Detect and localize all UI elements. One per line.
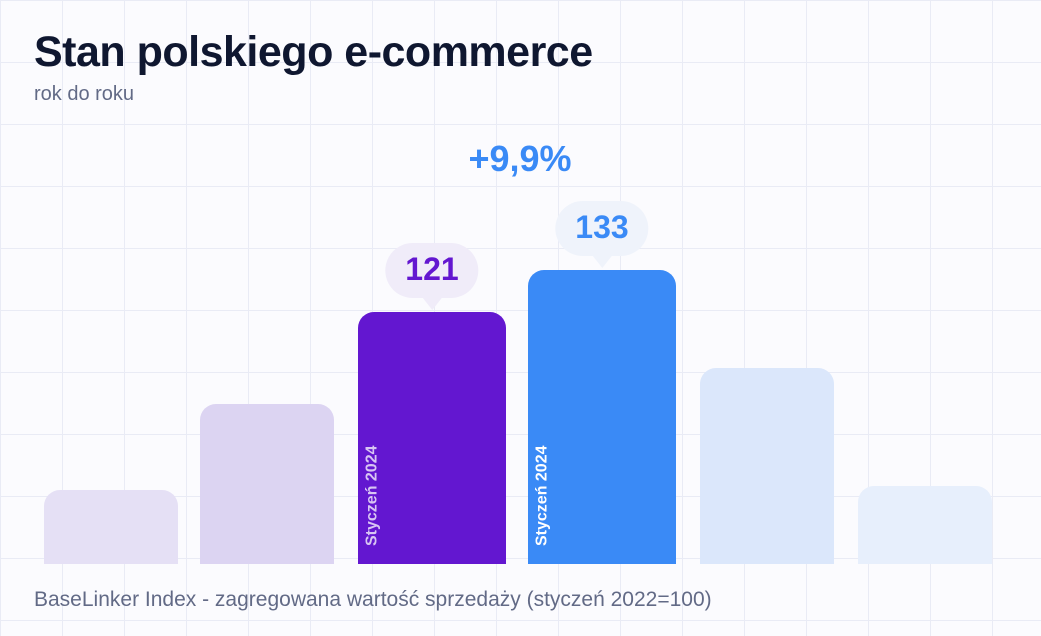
bar-value-bubble: 133 [555,201,648,256]
bar-1 [200,404,334,564]
chart-subtitle: rok do roku [34,83,1007,106]
delta-label: +9,9% [468,138,571,180]
bar-period-label: Styczeń 2024 [534,445,552,546]
bar-value-label: 133 [555,201,648,256]
bars-area: Styczeń 2024121Styczeń 2024133 [0,563,1041,564]
bar-period-label: Styczeń 2024 [364,445,382,546]
chart-container: Stan polskiego e-commerce rok do roku +9… [0,0,1041,636]
bar-4 [700,368,834,564]
bar-2: Styczeń 2024 [358,312,506,564]
chart-title: Stan polskiego e-commerce [34,28,1007,77]
bar-3: Styczeń 2024 [528,270,676,564]
bar-0 [44,490,178,564]
chart-footer: BaseLinker Index - zagregowana wartość s… [34,588,712,612]
bar-5 [858,486,992,564]
bar-value-label: 121 [385,243,478,298]
bar-value-bubble: 121 [385,243,478,298]
